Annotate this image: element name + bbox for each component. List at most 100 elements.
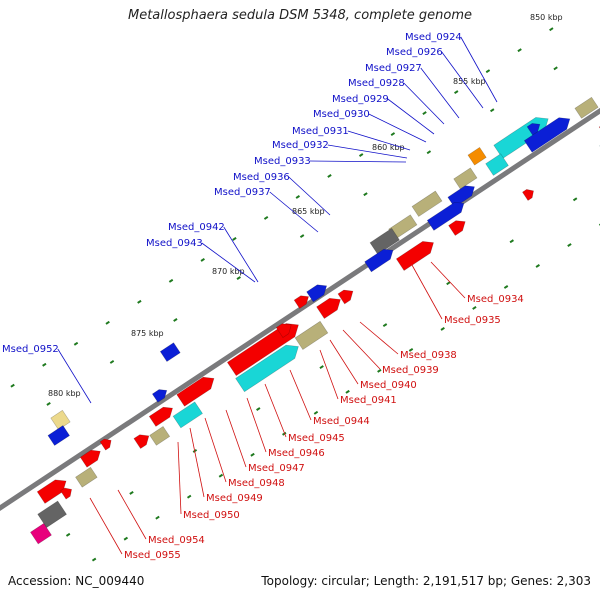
outer-tick: [42, 362, 47, 367]
outer-tick: [390, 132, 396, 136]
inner-tick: [313, 410, 319, 415]
mid-tick: [572, 197, 578, 202]
gene-upper-shape: [306, 284, 328, 303]
summary-text: Topology: circular; Length: 2,191,517 bp…: [261, 574, 591, 588]
kbp-marker-label: 855 kbp: [453, 77, 486, 86]
gene-lower: [226, 323, 299, 377]
inner-tick: [250, 452, 255, 457]
outer-tick: [200, 257, 205, 262]
gene-label-upper: Msed_0936: [233, 172, 290, 183]
mid-tick: [382, 323, 388, 328]
kbp-marker-label: 850 kbp: [530, 13, 563, 22]
kbp-marker-label: 870 kbp: [212, 267, 245, 276]
gene-label-upper: Msed_0924: [405, 32, 462, 43]
gene-lower-shape: [226, 323, 299, 377]
leader-line-upper: [368, 113, 427, 143]
outer-tick: [485, 69, 491, 74]
gene-upper: [306, 284, 328, 303]
gene-upper-shape: [426, 202, 465, 231]
leader-line-upper: [269, 191, 319, 233]
leader-line-lower: [319, 349, 339, 400]
kbp-marker-label: 880 kbp: [48, 389, 81, 398]
gene-lower: [99, 438, 112, 451]
gene-label-upper: Msed_0942: [168, 222, 225, 233]
leader-line-upper: [420, 67, 460, 119]
gene-lower-shape: [99, 438, 112, 451]
gene-upper: [453, 167, 478, 190]
gene-label-lower: Msed_0949: [206, 493, 263, 504]
gene-upper: [411, 190, 443, 217]
gene-lower-shape: [60, 487, 72, 500]
gene-upper: [426, 202, 465, 231]
gene-upper: [485, 153, 509, 176]
gene-lower: [75, 466, 98, 488]
gene-lower-shape: [235, 344, 299, 393]
gene-upper-shape: [50, 409, 71, 431]
gene-lower-shape: [79, 449, 101, 468]
gene-label-lower: Msed_0955: [124, 550, 181, 561]
inner-tick: [408, 347, 414, 352]
accession-text: Accession: NC_009440: [8, 574, 145, 588]
inner-tick: [91, 557, 97, 562]
gene-lower-shape: [294, 320, 329, 350]
gene-lower-shape: [337, 289, 354, 305]
mid-tick: [109, 359, 115, 364]
inner-tick: [282, 431, 287, 436]
gene-label-upper: Msed_0926: [386, 47, 443, 58]
mid-tick: [299, 234, 305, 239]
mid-tick: [173, 318, 178, 322]
gene-label-lower: Msed_0934: [467, 294, 524, 305]
gene-lower-shape: [75, 466, 98, 488]
leader-line-lower: [329, 339, 359, 385]
gene-label-upper: Msed_0930: [313, 109, 370, 120]
outer-tick: [358, 153, 364, 157]
outer-tick: [137, 299, 142, 304]
outer-tick: [10, 383, 15, 388]
leader-line-upper: [441, 51, 484, 109]
gene-upper: [151, 389, 168, 403]
leader-line-upper: [223, 226, 259, 283]
leader-line-lower: [264, 383, 287, 438]
gene-lower-shape: [448, 220, 466, 236]
gene-label-upper: Msed_0937: [214, 187, 271, 198]
gene-label-upper: Msed_0932: [272, 140, 329, 151]
mid-tick: [553, 66, 558, 71]
gene-label-lower: Msed_0945: [288, 433, 345, 444]
leader-line-upper: [57, 348, 92, 404]
leader-line-lower: [411, 264, 443, 320]
outer-tick: [549, 27, 554, 32]
leader-line-lower: [289, 369, 312, 421]
gene-lower: [337, 289, 354, 305]
leader-line-lower: [204, 417, 227, 483]
gene-upper-shape: [485, 153, 509, 176]
gene-lower: [149, 426, 171, 446]
gene-upper: [526, 123, 541, 136]
gene-label-lower: Msed_0940: [360, 380, 417, 391]
gene-lower-shape: [522, 189, 534, 201]
leader-line-lower: [89, 497, 123, 555]
gene-lower: [133, 434, 150, 449]
mid-tick: [256, 407, 261, 411]
leader-line-upper: [387, 98, 435, 135]
outer-tick: [454, 90, 459, 95]
leader-line-upper: [403, 82, 445, 125]
gene-lower-shape: [149, 426, 171, 446]
leader-line-upper: [288, 176, 331, 216]
gene-upper-shape: [364, 248, 394, 273]
inner-tick: [377, 368, 382, 373]
leader-line-upper: [347, 130, 411, 151]
tick-marks: [10, 27, 600, 562]
mid-tick: [509, 239, 514, 244]
mid-tick: [236, 276, 241, 280]
mid-tick: [490, 108, 495, 113]
leader-line-lower: [117, 489, 147, 540]
leader-line-upper: [309, 160, 407, 163]
mid-tick: [46, 401, 51, 406]
gene-upper: [50, 409, 71, 431]
gene-lower-shape: [316, 297, 341, 319]
gene-lower: [60, 487, 72, 500]
gene-lower: [30, 522, 52, 545]
mid-tick: [363, 192, 368, 197]
gene-label-lower: Msed_0946: [268, 448, 325, 459]
outer-tick: [73, 341, 79, 346]
